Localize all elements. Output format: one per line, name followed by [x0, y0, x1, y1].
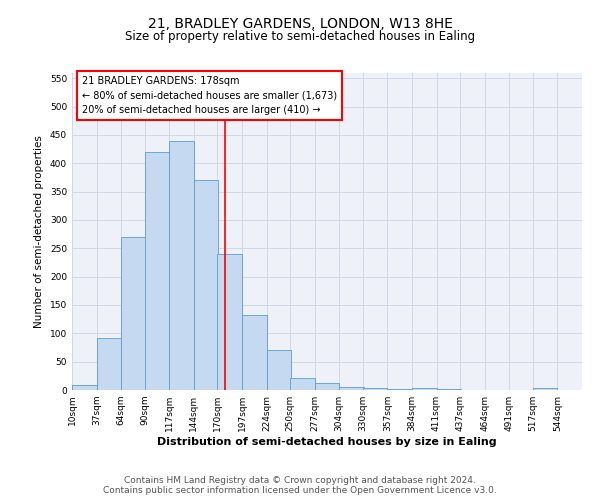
Bar: [194, 180, 218, 390]
Text: 21, BRADLEY GARDENS, LONDON, W13 8HE: 21, BRADLEY GARDENS, LONDON, W13 8HE: [148, 18, 452, 32]
Bar: [533, 388, 557, 390]
Bar: [266, 350, 291, 390]
Bar: [97, 338, 121, 390]
Bar: [242, 315, 266, 390]
Bar: [315, 383, 339, 390]
Bar: [169, 140, 194, 390]
Bar: [217, 254, 242, 390]
Text: Contains HM Land Registry data © Crown copyright and database right 2024.
Contai: Contains HM Land Registry data © Crown c…: [103, 476, 497, 495]
Text: Size of property relative to semi-detached houses in Ealing: Size of property relative to semi-detach…: [125, 30, 475, 43]
Y-axis label: Number of semi-detached properties: Number of semi-detached properties: [34, 135, 44, 328]
Bar: [339, 387, 364, 390]
Bar: [145, 152, 169, 390]
Bar: [363, 388, 388, 390]
Text: 21 BRADLEY GARDENS: 178sqm
← 80% of semi-detached houses are smaller (1,673)
20%: 21 BRADLEY GARDENS: 178sqm ← 80% of semi…: [82, 76, 337, 116]
Bar: [72, 386, 97, 390]
Bar: [121, 237, 146, 390]
X-axis label: Distribution of semi-detached houses by size in Ealing: Distribution of semi-detached houses by …: [157, 437, 497, 447]
Bar: [388, 389, 412, 390]
Bar: [290, 378, 315, 390]
Bar: [412, 388, 437, 390]
